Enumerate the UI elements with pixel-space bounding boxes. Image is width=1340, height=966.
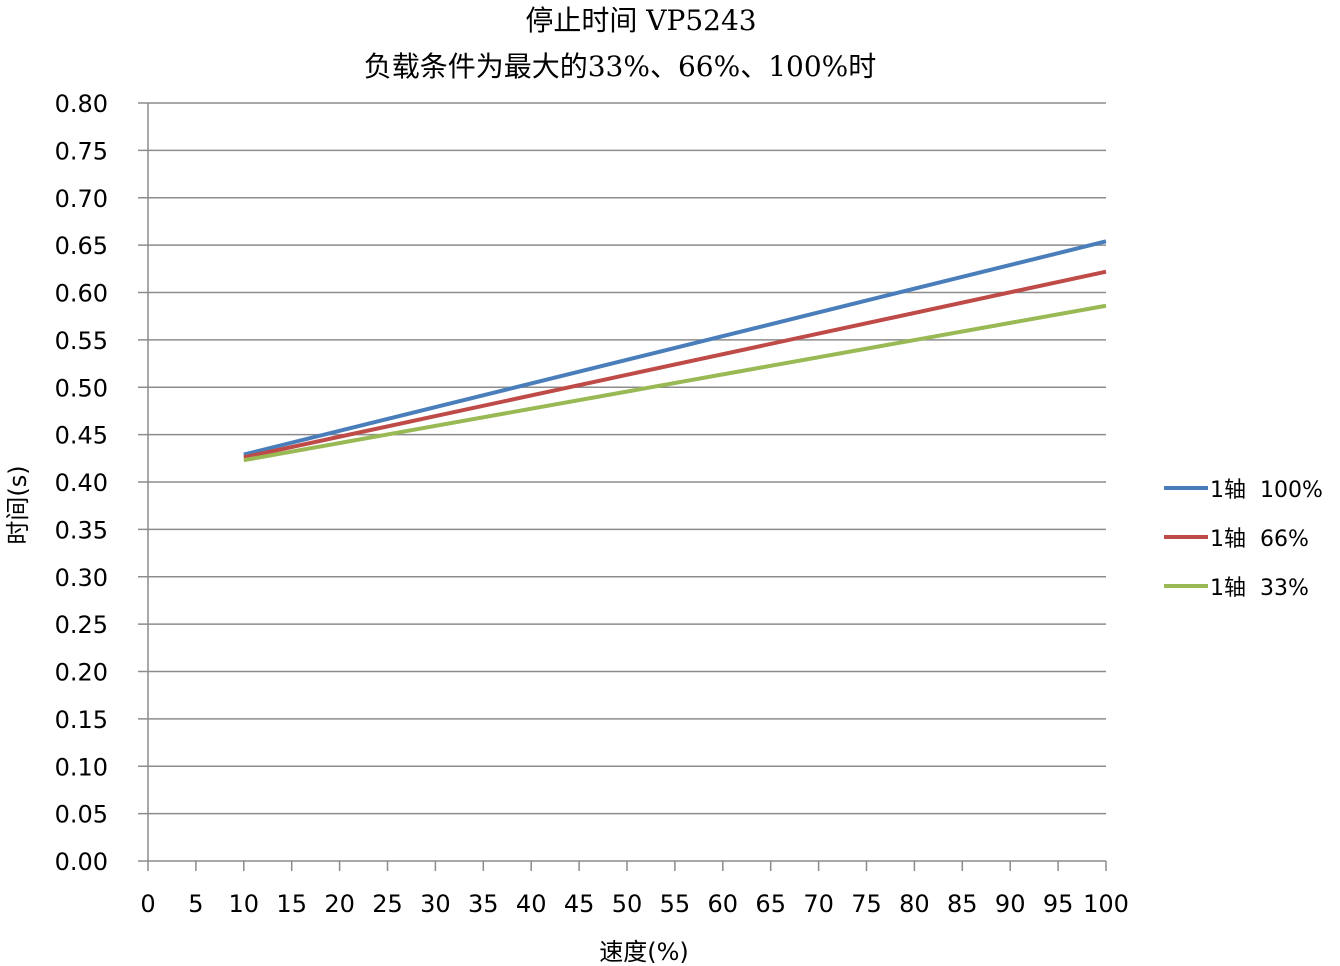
y-tick-label: 0.60 bbox=[55, 280, 108, 308]
y-tick-label: 0.15 bbox=[55, 706, 108, 734]
x-tick-label: 85 bbox=[947, 890, 978, 918]
y-tick-label: 0.55 bbox=[55, 327, 108, 355]
x-tick-label: 100 bbox=[1083, 890, 1129, 918]
series-line-2 bbox=[243, 269, 1107, 460]
x-tick-label: 55 bbox=[660, 890, 691, 918]
y-axis-label: 时间(s) bbox=[4, 465, 32, 544]
x-tick-label: 95 bbox=[1043, 890, 1074, 918]
x-tick-label: 30 bbox=[420, 890, 451, 918]
x-tick-label: 50 bbox=[612, 890, 643, 918]
x-tick-label: 0 bbox=[140, 890, 155, 918]
y-tick-label: 0.05 bbox=[55, 801, 108, 829]
legend-label: 1轴 66% bbox=[1210, 527, 1309, 552]
series-lines bbox=[243, 239, 1107, 463]
y-tick-label: 0.35 bbox=[55, 516, 108, 544]
gridlines bbox=[148, 102, 1106, 815]
y-tick-label: 0.25 bbox=[55, 611, 108, 639]
x-tick-label: 45 bbox=[564, 890, 595, 918]
x-tick-label: 60 bbox=[708, 890, 739, 918]
chart-title: 停止时间 VP5243 bbox=[525, 4, 756, 37]
y-tick-label: 0.65 bbox=[55, 232, 108, 260]
y-tick-label: 0.20 bbox=[55, 659, 108, 687]
x-tick-label: 25 bbox=[372, 890, 403, 918]
y-tick-label: 0.30 bbox=[55, 564, 108, 592]
y-tick-label: 0.75 bbox=[55, 137, 108, 165]
series-line-1 bbox=[243, 239, 1107, 457]
x-tick-label: 80 bbox=[899, 890, 930, 918]
series-line-3 bbox=[243, 303, 1107, 463]
legend-label: 1轴 100% bbox=[1210, 478, 1323, 503]
y-tick-label: 0.70 bbox=[55, 185, 108, 213]
axes bbox=[138, 102, 1107, 871]
legend: 1轴 100% 1轴 66% 1轴 33% bbox=[1164, 478, 1323, 601]
x-tick-label: 20 bbox=[324, 890, 355, 918]
y-axis-ticks: 0.00 0.05 0.10 0.15 0.20 0.25 0.30 0.35 0.40 0.45… bbox=[55, 90, 108, 876]
x-tick-label: 90 bbox=[995, 890, 1026, 918]
x-tick-label: 65 bbox=[755, 890, 786, 918]
chart-subtitle: 负载条件为最大的33%、66%、100%时 bbox=[364, 50, 877, 83]
x-tick-label: 40 bbox=[516, 890, 547, 918]
x-tick-label: 35 bbox=[468, 890, 499, 918]
y-tick-label: 0.00 bbox=[55, 848, 108, 876]
x-tick-label: 15 bbox=[276, 890, 307, 918]
x-tick-label: 70 bbox=[803, 890, 834, 918]
x-tick-label: 10 bbox=[229, 890, 260, 918]
x-axis-ticks: 0 5 10 15 20 25 30 35 40 45 50 55 60 65 70 75 80 85 90 95 10… bbox=[140, 890, 1129, 918]
legend-label: 1轴 33% bbox=[1210, 576, 1309, 601]
y-tick-label: 0.45 bbox=[55, 422, 108, 450]
y-tick-label: 0.40 bbox=[55, 469, 108, 497]
x-axis-label: 速度(%) bbox=[599, 938, 689, 966]
y-tick-label: 0.50 bbox=[55, 374, 108, 402]
y-tick-label: 0.10 bbox=[55, 753, 108, 781]
y-tick-label: 0.80 bbox=[55, 90, 108, 118]
x-tick-label: 5 bbox=[188, 890, 203, 918]
x-tick-label: 75 bbox=[851, 890, 882, 918]
